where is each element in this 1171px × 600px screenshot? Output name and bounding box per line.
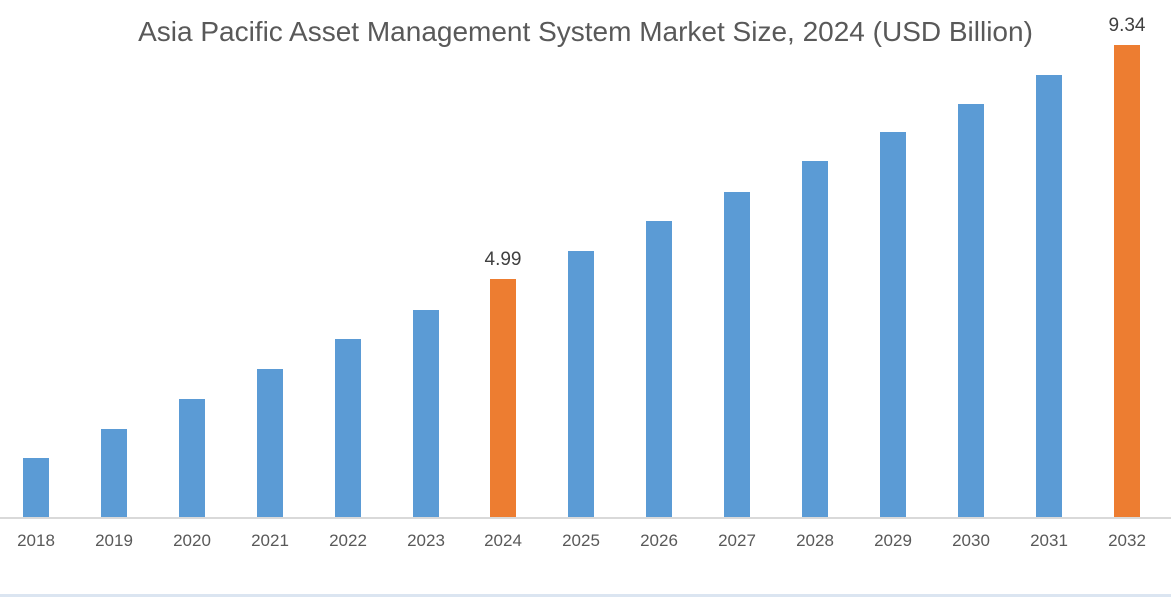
bottom-divider (0, 594, 1171, 597)
bar-2020 (179, 399, 205, 517)
x-tick-2032: 2032 (1108, 531, 1146, 550)
x-tick-2030: 2030 (952, 531, 990, 550)
bar-2028 (802, 161, 828, 517)
data-label-2032: 9.34 (1108, 15, 1146, 36)
x-tick-2028: 2028 (796, 531, 834, 550)
bar-2018 (23, 458, 49, 517)
x-tick-2022: 2022 (329, 531, 367, 550)
bar-2021 (257, 369, 283, 517)
chart-title: Asia Pacific Asset Management System Mar… (138, 16, 1033, 47)
bar-2026 (646, 221, 672, 517)
bar-2027 (724, 192, 750, 517)
bar-2024 (490, 279, 516, 517)
x-tick-2027: 2027 (718, 531, 756, 550)
bar-2032 (1114, 45, 1140, 517)
x-tick-2026: 2026 (640, 531, 678, 550)
bar-2022 (335, 339, 361, 517)
x-tick-2018: 2018 (17, 531, 55, 550)
x-tick-2029: 2029 (874, 531, 912, 550)
bar-2025 (568, 251, 594, 517)
bar-2019 (101, 429, 127, 517)
bar-2031 (1036, 75, 1062, 517)
x-tick-2020: 2020 (173, 531, 211, 550)
bar-2023 (413, 310, 439, 517)
bar-2030 (958, 104, 984, 517)
x-axis-line (0, 517, 1171, 519)
x-tick-2024: 2024 (484, 531, 522, 550)
x-tick-2019: 2019 (95, 531, 133, 550)
x-tick-2021: 2021 (251, 531, 289, 550)
data-label-2024: 4.99 (484, 249, 522, 270)
bar-2029 (880, 132, 906, 517)
x-tick-2023: 2023 (407, 531, 445, 550)
x-tick-2025: 2025 (562, 531, 600, 550)
x-tick-2031: 2031 (1030, 531, 1068, 550)
